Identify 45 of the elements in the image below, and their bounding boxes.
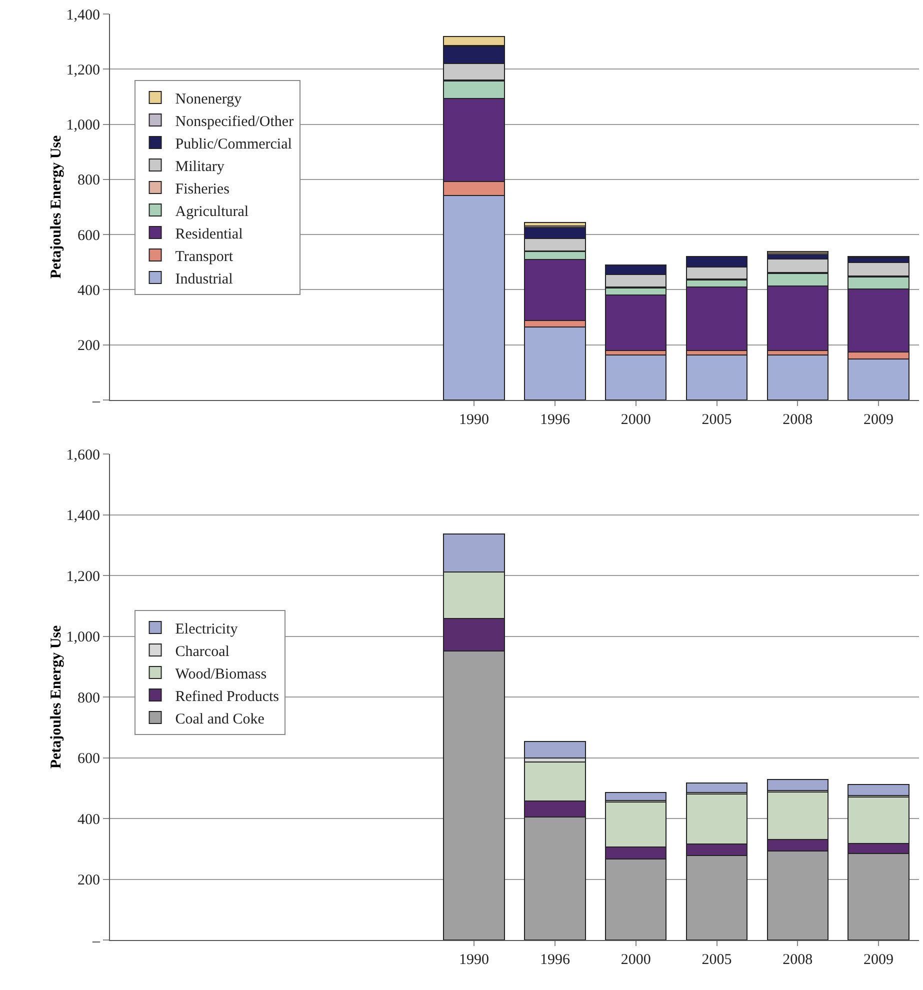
x-tick-label: 2000 xyxy=(620,952,651,968)
y-axis-title: Petajoules Energy Use xyxy=(48,625,64,769)
x-tick-label: 2008 xyxy=(782,412,813,428)
legend-label: Industrial xyxy=(175,271,233,288)
y-tick-label: 400 xyxy=(78,282,100,299)
x-tick-label: 1996 xyxy=(540,412,570,428)
legend-label: Nonspecified/Other xyxy=(175,114,294,130)
y-tick-label: 1,600 xyxy=(66,447,100,464)
y-tick-label: 600 xyxy=(78,228,100,244)
x-tick-label: 2005 xyxy=(702,952,732,968)
legend-label: Transport xyxy=(175,248,234,265)
y-tick-label: 800 xyxy=(78,690,100,706)
legend-label: Military xyxy=(175,158,225,175)
x-tick-label: 2009 xyxy=(864,952,894,968)
x-tick-label: 1990 xyxy=(459,412,490,428)
y-tick-label: – xyxy=(92,393,100,410)
y-tick-label: 800 xyxy=(78,172,100,189)
x-tick-label: 2009 xyxy=(864,412,894,428)
y-tick-label: 1,400 xyxy=(66,7,100,24)
y-tick-label: – xyxy=(92,933,100,950)
y-tick-label: 1,000 xyxy=(66,118,100,134)
legend-label: Coal and Coke xyxy=(175,711,265,728)
legend-label: Public/Commercial xyxy=(175,136,292,152)
x-tick-label: 1990 xyxy=(459,952,490,968)
y-tick-label: 200 xyxy=(78,338,100,354)
x-tick-label: 2005 xyxy=(702,412,732,428)
legend-label: Electricity xyxy=(175,621,238,638)
x-tick-label: 2000 xyxy=(620,412,651,428)
y-axis-title: Petajoules Energy Use xyxy=(48,135,64,279)
legend-label: Charcoal xyxy=(175,644,230,660)
y-tick-label: 400 xyxy=(78,812,100,828)
legend-label: Nonenergy xyxy=(175,91,242,108)
legend-label: Fisheries xyxy=(175,181,230,198)
y-tick-label: 1,400 xyxy=(66,508,100,524)
y-tick-label: 600 xyxy=(78,751,100,767)
legend-label: Wood/Biomass xyxy=(175,666,267,682)
legend-label: Refined Products xyxy=(175,688,280,705)
y-tick-label: 200 xyxy=(78,872,100,888)
legend-label: Agricultural xyxy=(175,204,249,220)
y-tick-label: 1,200 xyxy=(66,62,100,78)
legend-label: Residential xyxy=(175,226,243,242)
y-tick-label: 1,200 xyxy=(66,568,100,585)
x-tick-label: 1996 xyxy=(540,952,570,968)
y-tick-label: 1,000 xyxy=(66,630,100,646)
x-tick-label: 2008 xyxy=(782,952,813,968)
